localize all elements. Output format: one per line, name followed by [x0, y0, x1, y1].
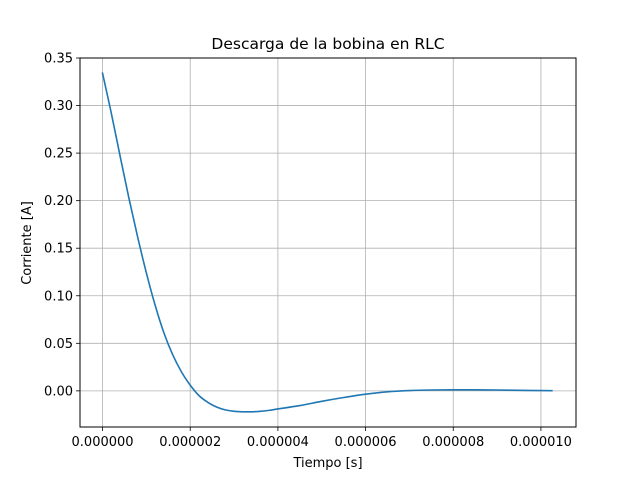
chart-title: Descarga de la bobina en RLC — [211, 35, 444, 53]
x-tick-label: 0.000004 — [247, 435, 309, 450]
x-axis-label: Tiempo [s] — [292, 456, 362, 471]
series-layer — [101, 72, 553, 413]
x-tick-label: 0.000010 — [510, 435, 572, 450]
x-tick-label: 0.000002 — [159, 435, 221, 450]
y-tick-label: 0.20 — [44, 194, 73, 209]
y-tick-label: 0.35 — [44, 52, 73, 67]
y-tick-label: 0.25 — [44, 147, 73, 162]
y-tick-label: 0.10 — [44, 289, 73, 304]
series-line — [101, 72, 553, 413]
x-axis-ticks: 0.000000 0.000002 0.000004 0.000006 0.000008… — [72, 427, 572, 450]
y-tick-label: 0.00 — [44, 384, 73, 399]
y-axis-ticks: 0.00 0.05 0.10 0.15 0.20 0.25 0.30 0.35 — [44, 52, 80, 399]
y-tick-label: 0.15 — [44, 242, 73, 257]
y-tick-label: 0.05 — [44, 337, 73, 352]
x-tick-label: 0.000006 — [335, 435, 397, 450]
plot-frame — [79, 57, 577, 428]
x-tick-label: 0.000000 — [72, 435, 134, 450]
y-axis-label: Corriente [A] — [20, 201, 35, 285]
x-tick-label: 0.000008 — [422, 435, 484, 450]
y-tick-label: 0.30 — [44, 99, 73, 114]
